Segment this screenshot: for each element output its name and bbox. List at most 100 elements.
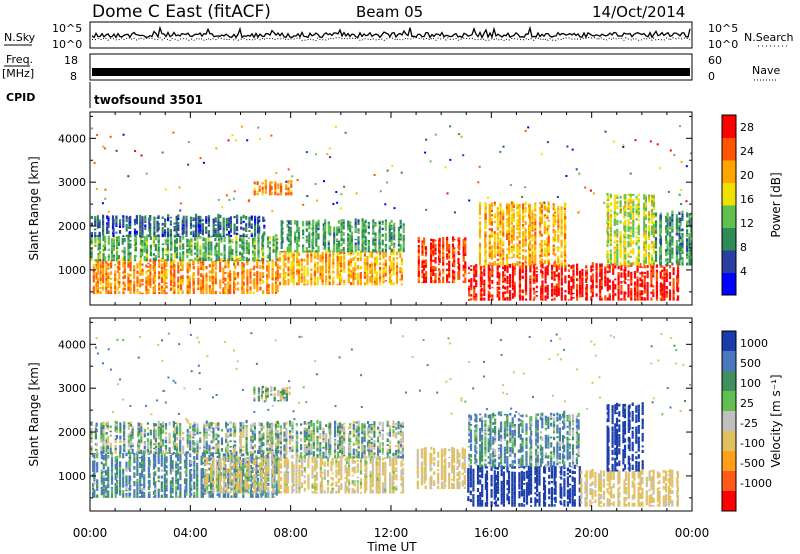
data-cell [316, 282, 319, 286]
data-cell [241, 245, 244, 248]
data-cell [197, 219, 200, 222]
data-cell [367, 245, 370, 248]
data-cell [284, 273, 287, 276]
data-cell [534, 204, 537, 209]
data-cell [487, 196, 490, 199]
data-cell [329, 232, 332, 235]
data-cell [165, 263, 168, 267]
data-cell [242, 250, 245, 254]
data-cell [564, 259, 567, 263]
data-cell [581, 268, 584, 272]
data-cell [524, 272, 528, 276]
data-cell [316, 256, 319, 260]
data-cell [332, 265, 335, 269]
data-cell [271, 262, 274, 266]
data-cell [96, 224, 99, 227]
data-cell [277, 187, 280, 190]
data-cell [116, 286, 120, 291]
data-cell [438, 246, 441, 251]
data-cell [554, 215, 557, 217]
data-cell [340, 237, 343, 242]
data-cell [220, 257, 223, 262]
data-cell [269, 181, 272, 185]
data-cell [177, 233, 180, 237]
data-cell [164, 235, 167, 238]
data-cell [367, 225, 370, 229]
data-cell [250, 232, 253, 235]
data-cell [197, 286, 200, 289]
data-cell [328, 258, 331, 261]
data-cell [390, 226, 393, 229]
data-cell [274, 281, 278, 284]
data-cell [127, 175, 130, 178]
data-cell [149, 283, 152, 286]
data-cell [157, 226, 160, 231]
data-cell [236, 271, 240, 276]
data-cell [552, 224, 555, 226]
data-cell [227, 139, 230, 142]
data-cell [98, 250, 101, 254]
data-cell [524, 129, 527, 132]
data-cell [522, 220, 525, 223]
data-cell [107, 276, 110, 279]
data-cell [90, 255, 93, 259]
data-cell [457, 261, 460, 265]
data-cell [483, 268, 486, 272]
data-cell [508, 247, 511, 250]
data-cell [632, 253, 635, 255]
data-cell [208, 275, 211, 278]
data-cell [302, 232, 305, 236]
data-cell [646, 294, 649, 297]
data-cell [643, 207, 646, 210]
data-cell [665, 249, 668, 253]
data-cell [462, 264, 465, 269]
data-cell [296, 255, 299, 258]
data-cell [112, 247, 115, 251]
data-cell [161, 227, 164, 231]
data-cell [343, 279, 346, 283]
data-cell [248, 222, 251, 227]
data-cell [395, 251, 399, 256]
data-cell [134, 259, 137, 262]
data-cell [327, 242, 330, 246]
data-cell [158, 282, 161, 286]
data-cell [491, 266, 494, 270]
data-cell [179, 258, 182, 262]
data-cell [579, 276, 582, 279]
data-cell [624, 225, 627, 229]
data-cell [400, 258, 403, 262]
data-cell [475, 296, 478, 301]
data-cell [173, 278, 176, 282]
data-cell [468, 285, 471, 288]
data-cell [505, 220, 509, 224]
data-cell [421, 245, 424, 249]
data-cell [186, 248, 189, 252]
data-cell [488, 262, 491, 266]
data-cell [453, 279, 456, 284]
data-cell [546, 268, 549, 272]
data-cell [521, 275, 524, 279]
data-cell [637, 256, 640, 259]
data-cell [509, 293, 512, 297]
data-cell [192, 278, 195, 281]
data-cell [448, 269, 451, 272]
data-cell [296, 248, 299, 251]
data-cell [666, 252, 669, 256]
data-cell [630, 282, 633, 286]
data-cell [125, 218, 128, 223]
data-cell [585, 286, 588, 290]
data-cell [449, 158, 452, 161]
data-cell [632, 232, 635, 236]
data-cell [606, 244, 609, 247]
data-cell [382, 281, 385, 284]
data-cell [528, 247, 532, 250]
data-cell [122, 281, 125, 285]
data-cell [173, 260, 176, 263]
data-cell [388, 280, 391, 284]
data-cell [524, 249, 527, 253]
data-cell [188, 250, 191, 254]
data-cell [546, 259, 549, 264]
data-cell [671, 256, 674, 259]
data-cell [158, 287, 161, 291]
data-cell [491, 286, 494, 289]
